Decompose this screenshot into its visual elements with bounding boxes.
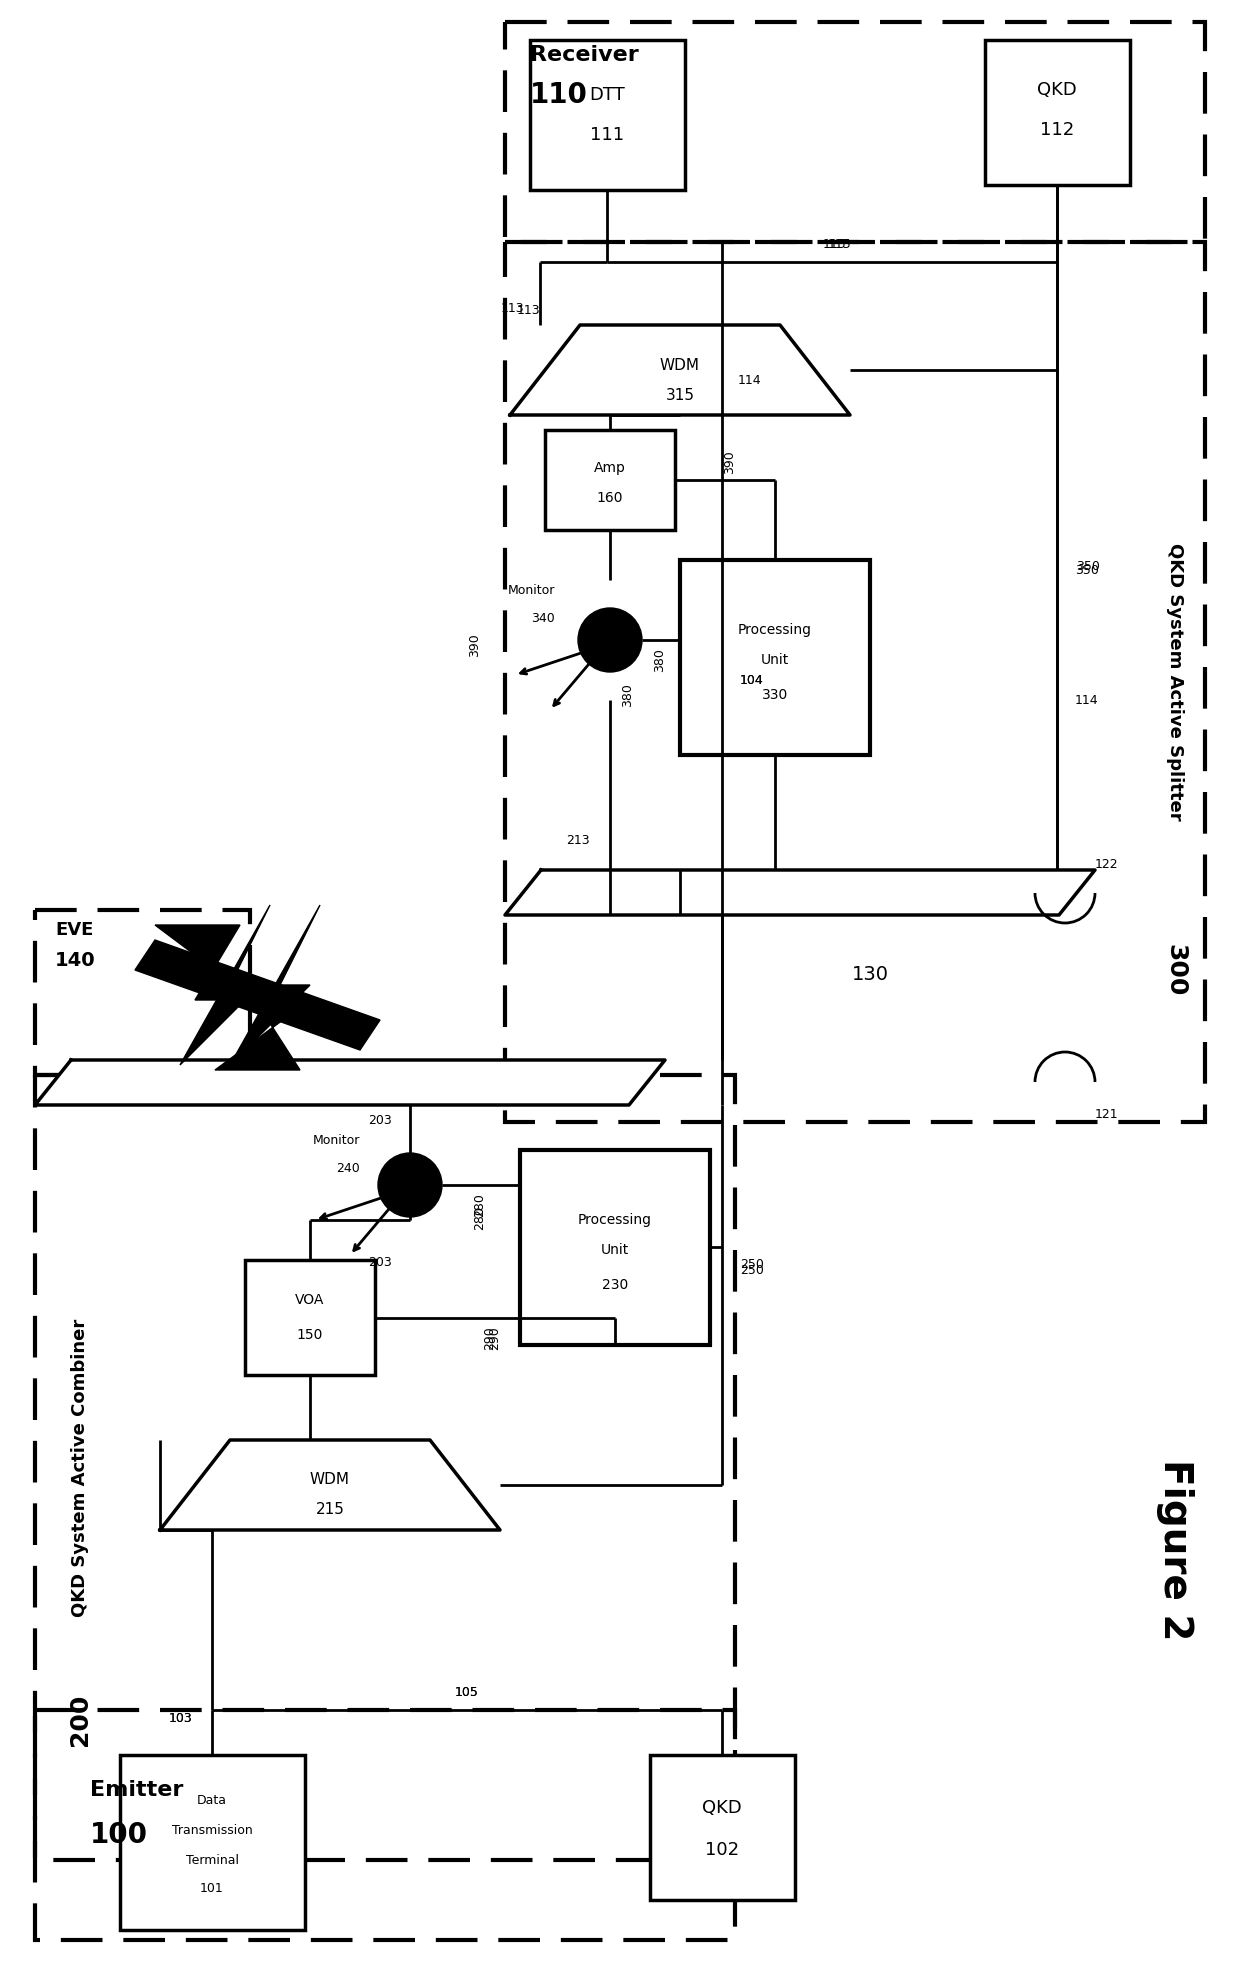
Bar xyxy=(680,560,870,755)
Bar xyxy=(546,430,675,530)
Text: 104: 104 xyxy=(740,674,764,686)
Text: WDM: WDM xyxy=(310,1473,350,1487)
Polygon shape xyxy=(155,925,310,1071)
Text: 112: 112 xyxy=(1040,120,1074,138)
Text: Unit: Unit xyxy=(761,653,789,667)
Text: 103: 103 xyxy=(169,1712,192,1724)
Text: 150: 150 xyxy=(296,1327,324,1343)
Bar xyxy=(650,1755,795,1899)
Polygon shape xyxy=(229,905,320,1065)
Text: 290: 290 xyxy=(489,1325,501,1351)
Text: 160: 160 xyxy=(596,491,624,505)
Polygon shape xyxy=(510,325,849,414)
Text: 100: 100 xyxy=(91,1820,148,1850)
Text: 114: 114 xyxy=(738,373,761,387)
Text: 114: 114 xyxy=(1075,694,1099,706)
Text: 250: 250 xyxy=(740,1264,764,1276)
Text: QKD System Active Splitter: QKD System Active Splitter xyxy=(1166,542,1184,820)
Bar xyxy=(246,1260,374,1374)
Text: 390: 390 xyxy=(469,633,481,657)
Text: 200: 200 xyxy=(68,1694,92,1745)
Text: Figure 2: Figure 2 xyxy=(1156,1459,1194,1641)
Text: 104: 104 xyxy=(740,674,764,686)
Bar xyxy=(505,22,1205,243)
Text: 240: 240 xyxy=(336,1162,360,1175)
Text: Data: Data xyxy=(197,1793,227,1806)
Text: 102: 102 xyxy=(704,1842,739,1860)
Text: 213: 213 xyxy=(567,834,590,846)
Text: QKD: QKD xyxy=(702,1798,742,1816)
Text: 121: 121 xyxy=(1095,1108,1118,1122)
Text: 113: 113 xyxy=(501,302,525,314)
Text: 105: 105 xyxy=(455,1686,479,1698)
Text: 203: 203 xyxy=(368,1114,392,1126)
Text: 103: 103 xyxy=(169,1712,192,1724)
Text: EVE: EVE xyxy=(55,921,93,939)
Text: 203: 203 xyxy=(368,1256,392,1268)
Text: 350: 350 xyxy=(1075,564,1099,576)
Text: Amp: Amp xyxy=(594,461,626,475)
Text: Monitor: Monitor xyxy=(507,584,556,596)
Text: Monitor: Monitor xyxy=(312,1134,360,1146)
Text: 101: 101 xyxy=(200,1881,224,1895)
Text: 215: 215 xyxy=(315,1503,345,1518)
Bar xyxy=(985,39,1130,185)
Text: Transmission: Transmission xyxy=(171,1824,253,1836)
Circle shape xyxy=(578,607,642,672)
Text: DTT: DTT xyxy=(589,87,625,105)
Bar xyxy=(529,39,684,189)
Text: Emitter: Emitter xyxy=(91,1781,184,1800)
Text: Receiver: Receiver xyxy=(529,45,639,65)
Bar xyxy=(505,243,1205,1122)
Text: 111: 111 xyxy=(590,126,624,144)
Text: 122: 122 xyxy=(1095,858,1118,872)
Polygon shape xyxy=(135,941,379,1049)
Text: VOA: VOA xyxy=(295,1294,325,1307)
Text: 130: 130 xyxy=(852,966,889,984)
Text: 350: 350 xyxy=(1076,560,1100,574)
Polygon shape xyxy=(35,1061,665,1104)
Text: WDM: WDM xyxy=(660,357,701,373)
Text: 315: 315 xyxy=(666,388,694,402)
Text: 250: 250 xyxy=(740,1258,764,1272)
Text: 290: 290 xyxy=(484,1325,496,1351)
Text: Processing: Processing xyxy=(738,623,812,637)
Polygon shape xyxy=(180,905,270,1065)
Text: 105: 105 xyxy=(455,1686,479,1698)
Circle shape xyxy=(378,1154,441,1217)
Text: 330: 330 xyxy=(761,688,789,702)
Text: 380: 380 xyxy=(653,649,667,672)
Text: 230: 230 xyxy=(601,1278,629,1292)
Bar xyxy=(35,909,250,1075)
Text: 280: 280 xyxy=(474,1193,486,1217)
Polygon shape xyxy=(160,1440,500,1530)
Text: 380: 380 xyxy=(621,682,635,706)
Text: 390: 390 xyxy=(723,450,737,473)
Text: Processing: Processing xyxy=(578,1213,652,1227)
Text: 340: 340 xyxy=(531,611,556,625)
Text: Unit: Unit xyxy=(601,1242,629,1256)
Polygon shape xyxy=(505,870,1095,915)
Text: 113: 113 xyxy=(516,304,539,316)
Text: 140: 140 xyxy=(55,951,95,970)
Bar xyxy=(35,1075,735,1860)
Text: Terminal: Terminal xyxy=(186,1854,238,1867)
Text: 115: 115 xyxy=(823,239,847,252)
Text: 300: 300 xyxy=(1163,945,1187,996)
Text: QKD System Active Combiner: QKD System Active Combiner xyxy=(71,1319,89,1617)
Text: QKD: QKD xyxy=(1037,81,1076,99)
Text: 280: 280 xyxy=(474,1207,486,1231)
Bar xyxy=(35,1710,735,1940)
Bar xyxy=(120,1755,305,1931)
Bar xyxy=(520,1150,711,1345)
Text: 110: 110 xyxy=(529,81,588,108)
Text: 115: 115 xyxy=(828,237,852,250)
